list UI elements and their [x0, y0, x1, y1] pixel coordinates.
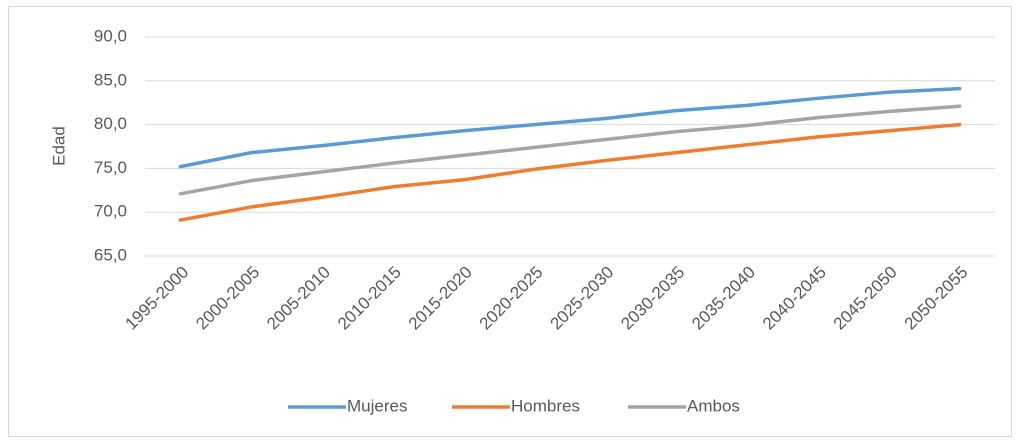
legend-label: Hombres — [511, 396, 580, 415]
chart-border — [8, 6, 1012, 437]
data-line — [178, 122, 962, 222]
y-tick-label: 80,0 — [94, 114, 127, 133]
data-line — [178, 86, 962, 169]
legend-label: Mujeres — [347, 396, 407, 415]
y-tick-label: 75,0 — [94, 158, 127, 177]
y-tick-label: 65,0 — [94, 245, 127, 264]
y-axis-label: Edad — [49, 126, 68, 166]
y-tick-label: 90,0 — [94, 26, 127, 45]
y-tick-label: 85,0 — [94, 70, 127, 89]
legend-label: Ambos — [687, 396, 740, 415]
data-line — [178, 104, 962, 196]
y-tick-label: 70,0 — [94, 202, 127, 221]
